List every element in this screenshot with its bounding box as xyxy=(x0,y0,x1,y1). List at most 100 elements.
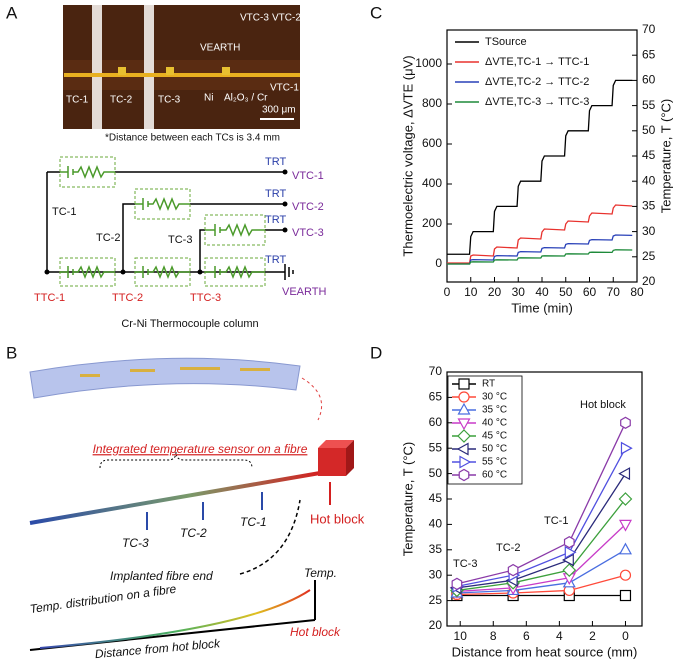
circuit-label: TRT xyxy=(265,156,286,168)
y-tick-label: 45 xyxy=(429,491,443,505)
marker xyxy=(457,418,471,431)
marker xyxy=(564,545,577,559)
annotation: TC-1 xyxy=(544,515,568,527)
y2-tick-label: 60 xyxy=(642,73,656,87)
y-axis-title: Thermoelectric voltage, ΔVTE (μV) xyxy=(400,55,415,256)
circuit-label: VTC-2 xyxy=(292,201,324,213)
annotation: TC-3 xyxy=(122,536,149,550)
y-tick-label: 50 xyxy=(429,466,443,480)
series-line xyxy=(456,498,626,592)
micrograph xyxy=(63,5,300,129)
y-tick-label: 800 xyxy=(422,96,442,110)
marker xyxy=(620,441,633,455)
x-axis-title: Time (min) xyxy=(511,300,573,315)
legend-label: ΔVTE,TC-2 → TTC-2 xyxy=(485,76,589,88)
x-tick-label: 70 xyxy=(607,285,621,299)
legend-label: 35 °C xyxy=(482,405,507,416)
y-tick-label: 0 xyxy=(435,256,442,270)
circuit-label: TTC-1 xyxy=(34,292,65,304)
annotation: TC-2 xyxy=(496,542,520,554)
image-label: TC-3 xyxy=(158,95,181,106)
annotation: Integrated temperature sensor on a fibre xyxy=(93,442,308,456)
circuit-label: TTC-2 xyxy=(112,292,143,304)
marker xyxy=(456,442,469,456)
legend-frame xyxy=(447,375,523,485)
marker xyxy=(562,563,577,577)
legend-label: TSource xyxy=(485,36,527,48)
y-tick-label: 400 xyxy=(422,176,442,190)
series-line xyxy=(456,523,626,593)
series-line xyxy=(456,447,627,588)
legend-label: 45 °C xyxy=(482,431,507,442)
circuit xyxy=(44,156,294,287)
legend-label: ΔVTE,TC-3 → TTC-3 xyxy=(485,96,589,108)
y-tick-label: 65 xyxy=(429,390,443,404)
marker xyxy=(458,468,470,482)
circuit-label: VEARTH xyxy=(282,286,326,298)
x-tick-label: 10 xyxy=(454,629,468,643)
annotation: Hot block xyxy=(290,625,341,639)
x-tick-label: 10 xyxy=(464,285,478,299)
y2-tick-label: 65 xyxy=(642,47,656,61)
y2-tick-label: 25 xyxy=(642,249,656,263)
image-label: Al₂O₃ / Cr xyxy=(224,93,268,104)
legend-label: ΔVTE,TC-1 → TTC-1 xyxy=(485,56,589,68)
marker xyxy=(619,569,632,581)
x-tick-label: 6 xyxy=(523,629,530,643)
marker xyxy=(619,589,632,602)
marker xyxy=(618,467,631,481)
x-tick-label: 20 xyxy=(488,285,502,299)
y-tick-label: 25 xyxy=(429,593,443,607)
y-tick-label: 20 xyxy=(429,618,443,632)
circuit-label: TRT xyxy=(265,214,286,226)
note: *Distance between each TCs is 3.4 mm xyxy=(105,133,280,144)
scale-bar-label: 300 μm xyxy=(262,105,296,116)
circuit-label: TRT xyxy=(265,254,286,266)
image-label: VTC-3 xyxy=(240,13,269,24)
y2-tick-label: 70 xyxy=(642,22,656,36)
y-tick-label: 70 xyxy=(429,364,443,378)
x-tick-label: 2 xyxy=(589,629,596,643)
legend-label: RT xyxy=(482,379,495,390)
y-tick-label: 200 xyxy=(422,216,442,230)
annotation: Hot block xyxy=(580,399,626,411)
y2-tick-label: 20 xyxy=(642,274,656,288)
series-line xyxy=(447,204,633,264)
legend-label: 30 °C xyxy=(482,392,507,403)
x-tick-label: 8 xyxy=(490,629,497,643)
fibre-illustration xyxy=(29,357,354,651)
y2-tick-label: 35 xyxy=(642,199,656,213)
image-label: VTC-1 xyxy=(270,83,299,94)
y-tick-label: 60 xyxy=(429,415,443,429)
legend-label: 50 °C xyxy=(482,444,507,455)
circuit-label: TRT xyxy=(265,188,286,200)
marker xyxy=(458,378,470,390)
image-label: VTC-2 xyxy=(272,13,301,24)
image-label: TC-2 xyxy=(110,95,133,106)
marker xyxy=(458,391,470,403)
circuit-label: TC-3 xyxy=(168,234,192,246)
annotation: Temp. xyxy=(304,566,337,580)
annotation: Implanted fibre end xyxy=(110,569,213,583)
x-tick-label: 0 xyxy=(622,629,629,643)
y2-axis-title: Temperature, T (°C) xyxy=(658,99,673,214)
y-tick-label: 1000 xyxy=(415,56,442,70)
y2-tick-label: 30 xyxy=(642,224,656,238)
circuit-caption: Cr-Ni Thermocouple column xyxy=(121,318,258,330)
image-label: Ni xyxy=(204,93,213,104)
y-tick-label: 55 xyxy=(429,440,443,454)
marker xyxy=(459,455,472,469)
legend-label: 55 °C xyxy=(482,457,507,468)
panel-label: D xyxy=(370,343,382,362)
y2-tick-label: 40 xyxy=(642,173,656,187)
marker xyxy=(562,553,574,567)
x-tick-label: 60 xyxy=(583,285,597,299)
marker xyxy=(563,535,575,549)
marker xyxy=(620,416,631,429)
x-tick-label: 4 xyxy=(556,629,563,643)
legend-label: 60 °C xyxy=(482,470,507,481)
series-line xyxy=(456,549,626,594)
panel-label: C xyxy=(370,3,382,22)
image-label: TC-1 xyxy=(66,95,89,106)
